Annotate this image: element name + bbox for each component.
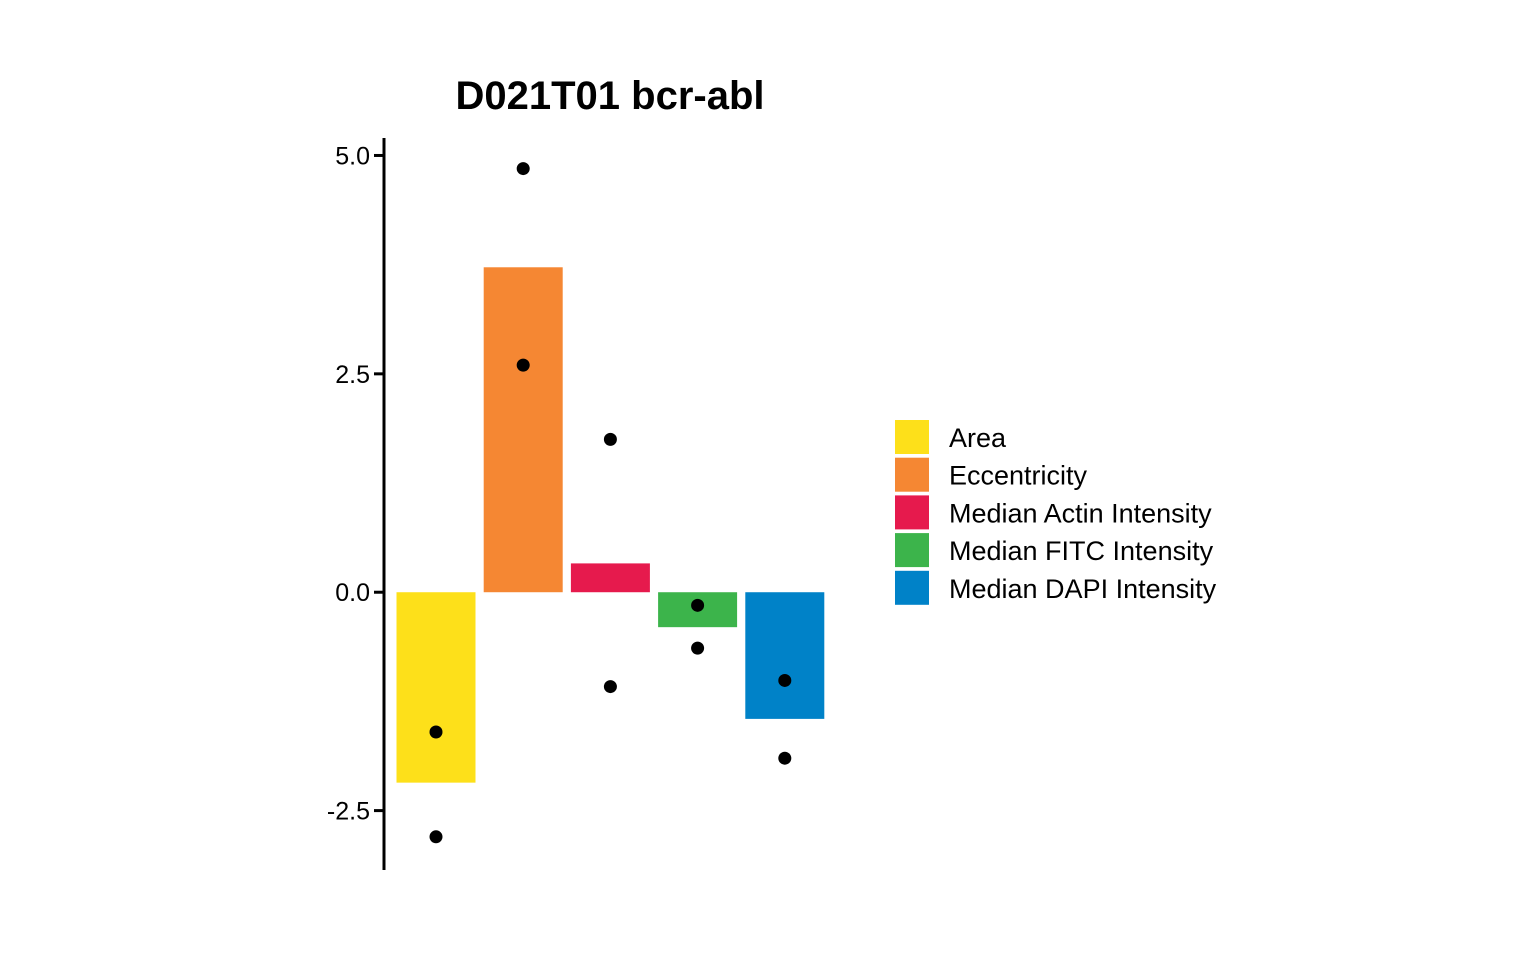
y-axis: 5.0 2.5 0.0 -2.5 (327, 138, 386, 870)
bar (396, 592, 476, 783)
bar (745, 592, 825, 719)
data-point (691, 598, 705, 612)
legend: Area Eccentricity Median Actin Intensity Me… (895, 420, 1217, 605)
data-point (778, 751, 792, 765)
data-point (778, 673, 792, 687)
chart-title: D021T01 bcr-abl (455, 74, 764, 118)
data-point (429, 830, 443, 844)
bar (483, 267, 563, 593)
bars-layer (396, 267, 825, 783)
legend-label: Median DAPI Intensity (949, 574, 1217, 604)
bar (570, 563, 650, 593)
data-point (603, 680, 617, 694)
data-point (516, 358, 530, 372)
y-tick-label: 2.5 (335, 361, 370, 389)
legend-swatch (895, 495, 929, 530)
data-point (516, 162, 530, 176)
y-tick-label: 0.0 (335, 579, 370, 607)
data-point (603, 432, 617, 446)
legend-label: Area (949, 423, 1007, 453)
legend-swatch (895, 457, 929, 492)
legend-swatch (895, 570, 929, 605)
data-point (691, 641, 705, 655)
y-tick-label: -2.5 (327, 798, 370, 826)
legend-label: Eccentricity (949, 461, 1088, 491)
points-layer (429, 162, 792, 844)
legend-label: Median FITC Intensity (949, 536, 1214, 566)
legend-label: Median Actin Intensity (949, 498, 1212, 528)
legend-swatch (895, 533, 929, 568)
legend-swatch (895, 420, 929, 454)
data-point (429, 725, 443, 739)
y-tick-label: 5.0 (335, 142, 370, 170)
